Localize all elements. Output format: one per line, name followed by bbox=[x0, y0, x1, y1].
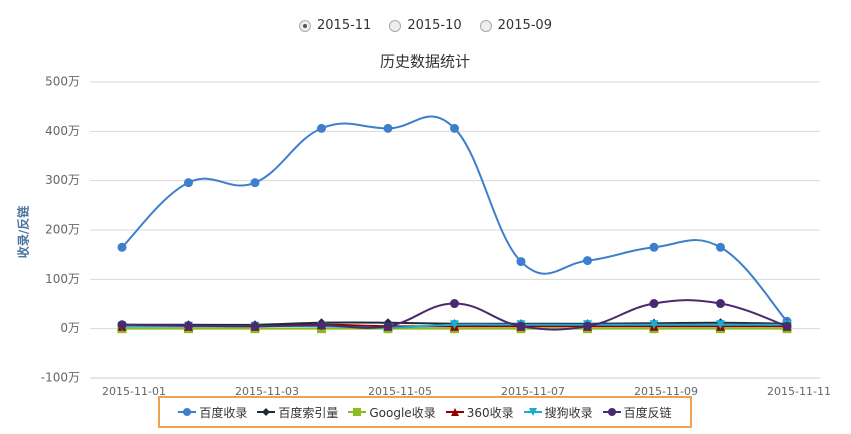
legend-label: 搜狗收录 bbox=[544, 405, 593, 420]
legend-marker bbox=[602, 408, 621, 416]
point bbox=[516, 257, 526, 267]
legend: 百度收录 百度索引量 Google收录 360收录 搜狗收录 百度反链 bbox=[158, 396, 692, 428]
legend-label: 360收录 bbox=[466, 405, 514, 420]
x-tick-label: 2015-11-09 bbox=[634, 385, 698, 398]
x-tick-label: 2015-11-01 bbox=[102, 385, 166, 398]
x-tick-label: 2015-11-07 bbox=[501, 385, 565, 398]
x-tick-label: 2015-11-05 bbox=[368, 385, 432, 398]
point bbox=[383, 321, 393, 331]
radio-option[interactable]: 2015-11 bbox=[299, 18, 371, 33]
radio-dot[interactable] bbox=[479, 19, 492, 32]
chart-title: 历史数据统计 bbox=[380, 53, 470, 71]
legend-label: 百度反链 bbox=[623, 405, 672, 420]
point bbox=[583, 256, 592, 266]
point bbox=[649, 242, 659, 252]
point bbox=[716, 242, 725, 252]
point bbox=[528, 408, 537, 416]
y-tick-label: 300万 bbox=[45, 173, 80, 187]
point bbox=[450, 408, 459, 416]
y-tick-label: 0万 bbox=[60, 321, 80, 335]
legend-item[interactable]: 百度收录 bbox=[178, 404, 247, 421]
period-selector: 2015-11 2015-10 2015-09 bbox=[0, 18, 851, 33]
point bbox=[317, 123, 326, 133]
point bbox=[353, 408, 362, 416]
point bbox=[383, 123, 393, 133]
legend-marker bbox=[523, 408, 542, 416]
legend-label: 百度索引量 bbox=[278, 405, 339, 420]
point bbox=[183, 408, 192, 416]
point bbox=[649, 320, 659, 330]
legend-item[interactable]: 360收录 bbox=[445, 404, 514, 421]
point bbox=[184, 321, 193, 331]
x-tick-label: 2015-11-03 bbox=[235, 385, 299, 398]
radio-option[interactable]: 2015-10 bbox=[389, 18, 462, 33]
point bbox=[516, 321, 526, 331]
legend-item[interactable]: 百度索引量 bbox=[257, 404, 338, 421]
y-tick-label: -100万 bbox=[41, 371, 80, 385]
point bbox=[450, 320, 459, 330]
legend-item[interactable]: Google收录 bbox=[348, 404, 436, 421]
point bbox=[450, 123, 459, 133]
point bbox=[250, 178, 260, 188]
legend-label: Google收录 bbox=[369, 405, 436, 420]
legend-marker bbox=[348, 408, 367, 416]
point bbox=[716, 320, 725, 330]
legend-item[interactable]: 百度反链 bbox=[602, 404, 672, 421]
y-tick-label: 500万 bbox=[45, 75, 80, 89]
legend-marker bbox=[257, 408, 276, 416]
point bbox=[184, 178, 193, 188]
legend-label: 百度收录 bbox=[199, 405, 248, 420]
y-tick-label: 100万 bbox=[45, 272, 80, 286]
radio-dot[interactable] bbox=[389, 19, 402, 32]
point bbox=[583, 321, 592, 331]
legend-marker bbox=[445, 408, 464, 416]
radio-label: 2015-11 bbox=[317, 18, 372, 33]
y-axis-label: 收录/反链 bbox=[16, 205, 31, 258]
point bbox=[450, 299, 459, 309]
legend-item[interactable]: 搜狗收录 bbox=[523, 404, 593, 421]
y-tick-label: 400万 bbox=[45, 124, 80, 138]
radio-option[interactable]: 2015-09 bbox=[479, 18, 552, 33]
point bbox=[782, 321, 792, 331]
series-line bbox=[121, 115, 788, 322]
point bbox=[317, 320, 326, 330]
point bbox=[117, 320, 127, 330]
point bbox=[607, 408, 616, 416]
radio-label: 2015-10 bbox=[407, 18, 462, 33]
radio-label: 2015-09 bbox=[497, 18, 552, 33]
point bbox=[716, 299, 725, 309]
point bbox=[649, 299, 659, 309]
radio-dot[interactable] bbox=[299, 19, 311, 32]
point bbox=[262, 408, 271, 416]
x-tick-label: 2015-11-11 bbox=[767, 385, 831, 398]
legend-marker bbox=[178, 408, 197, 416]
point bbox=[250, 321, 260, 331]
point bbox=[117, 242, 127, 252]
y-tick-label: 200万 bbox=[45, 223, 80, 237]
